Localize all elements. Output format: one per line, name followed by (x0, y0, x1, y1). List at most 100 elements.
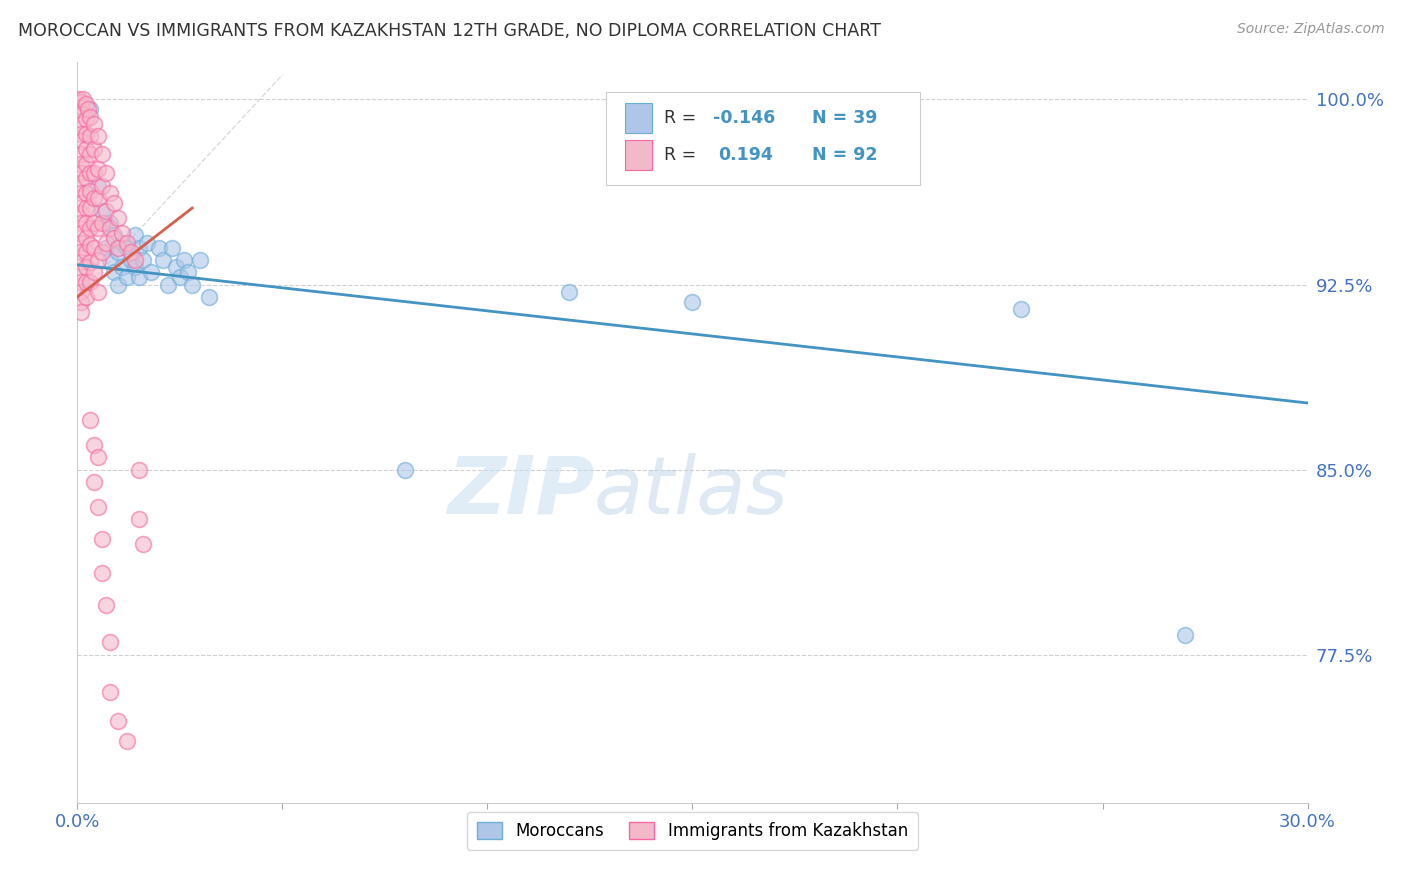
Point (115, 734, 138, 748)
Point (70, 117, 93, 131)
Point (160, 240, 183, 254)
Text: R =: R = (664, 109, 702, 127)
Point (103, 196, 125, 211)
Point (79, 275, 101, 289)
Point (70, 216, 93, 230)
Point (79, 129, 101, 144)
Point (1010, 302, 1032, 317)
Point (132, 252, 155, 267)
Point (87, 252, 110, 267)
Point (124, 260, 146, 275)
Point (87, 500, 110, 514)
Point (70, 255, 93, 269)
Point (76, 103, 98, 117)
Point (94, 203, 117, 218)
Point (107, 277, 129, 292)
Text: N = 39: N = 39 (811, 109, 877, 127)
Point (181, 277, 204, 292)
Point (75, 245, 97, 260)
Point (75, 290, 97, 304)
Point (98, 684, 121, 698)
Point (79, 184, 101, 198)
Point (136, 235, 159, 250)
Point (132, 536, 155, 550)
Point (79, 166, 101, 180)
Point (70, 294, 93, 309)
Point (75, 230, 97, 244)
Point (83, 142, 105, 156)
Text: -0.146: -0.146 (713, 109, 776, 127)
Point (70, 235, 93, 250)
FancyBboxPatch shape (624, 140, 652, 169)
Point (98, 635, 121, 649)
Text: 0.194: 0.194 (718, 146, 773, 164)
FancyBboxPatch shape (606, 92, 920, 185)
Point (75, 186, 97, 201)
Point (115, 240, 138, 254)
Point (70, 304, 93, 318)
Point (79, 238, 101, 252)
Point (70, 100, 93, 114)
Point (107, 211, 129, 225)
Point (128, 512, 150, 526)
Point (90, 532, 114, 546)
Point (70, 285, 93, 299)
Point (103, 228, 125, 243)
Point (90, 216, 114, 230)
Point (87, 220, 110, 235)
Text: Source: ZipAtlas.com: Source: ZipAtlas.com (1237, 22, 1385, 37)
Point (90, 245, 114, 260)
Point (165, 260, 187, 275)
Text: ZIP: ZIP (447, 453, 595, 531)
Point (87, 178, 110, 193)
Point (111, 226, 134, 240)
Point (70, 206, 93, 220)
Point (98, 186, 121, 201)
Point (124, 228, 146, 243)
Point (90, 178, 114, 193)
Point (128, 270, 150, 285)
Point (111, 260, 134, 275)
Point (558, 285, 581, 299)
Point (98, 220, 121, 235)
Point (169, 270, 191, 285)
Point (90, 203, 114, 218)
Point (87, 161, 110, 176)
Point (152, 252, 174, 267)
Point (75, 260, 97, 275)
Point (128, 462, 150, 476)
Point (83, 191, 105, 205)
Point (70, 95, 93, 109)
Point (70, 127, 93, 141)
Point (70, 177, 93, 191)
Point (75, 201, 97, 215)
Point (94, 166, 117, 180)
Point (70, 226, 93, 240)
Legend: Moroccans, Immigrants from Kazakhstan: Moroccans, Immigrants from Kazakhstan (467, 812, 918, 850)
Point (83, 438, 105, 452)
Point (120, 252, 142, 267)
Point (70, 107, 93, 121)
Point (111, 235, 134, 250)
Point (75, 142, 97, 156)
Point (83, 216, 105, 230)
Point (79, 110, 101, 124)
Point (115, 270, 138, 285)
Point (70, 186, 93, 201)
Point (75, 275, 97, 289)
Point (94, 240, 117, 254)
Point (98, 216, 121, 230)
Point (197, 290, 219, 304)
Point (70, 275, 93, 289)
Point (67, 92, 90, 106)
Point (94, 235, 117, 250)
Point (83, 166, 105, 180)
Point (70, 265, 93, 279)
Point (107, 240, 129, 254)
Point (75, 171, 97, 186)
Point (79, 146, 101, 161)
Point (83, 240, 105, 254)
Point (87, 191, 110, 205)
Text: atlas: atlas (595, 453, 789, 531)
Point (94, 599, 117, 613)
